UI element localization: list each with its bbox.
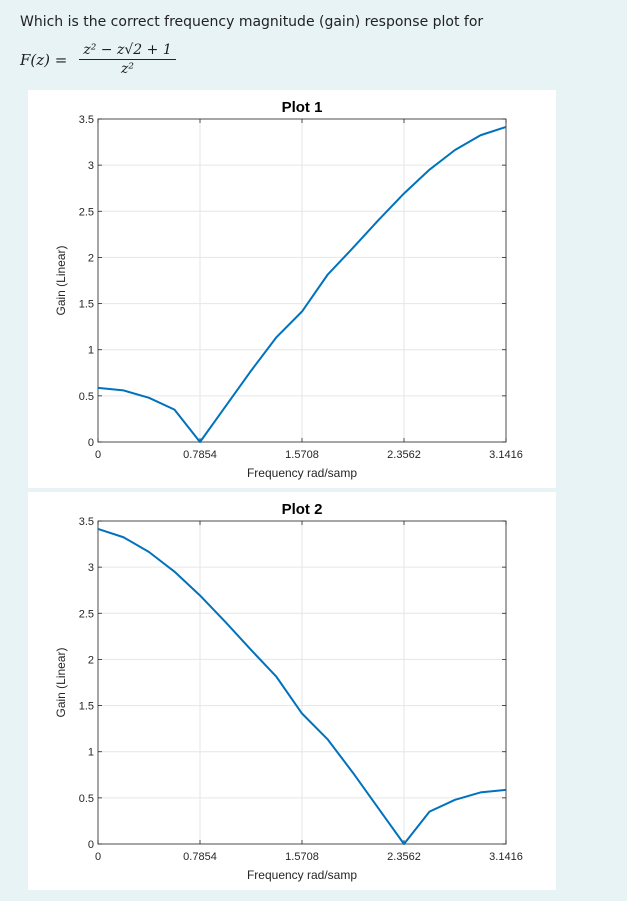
y-tick-label: 1	[88, 345, 94, 357]
plot-2-card: 0 0.7854 1.5708 2.3562 3.1416 0 0.5 1 1.5 2 2.5 3 3.…	[28, 492, 556, 890]
x-tick-label: 1.5708	[285, 851, 319, 863]
grid-lines	[97, 520, 507, 845]
gain-response-line	[97, 125, 507, 443]
formula-denominator: z²	[121, 61, 135, 77]
y-tick-label: 1	[88, 747, 94, 759]
y-axis-label: Gain (Linear)	[54, 245, 68, 315]
x-tick-label: 2.3562	[387, 449, 421, 461]
x-tick-label: 0	[95, 449, 101, 461]
plot-1-chart: 0 0.7854 1.5708 2.3562 3.1416 0 0.5 1 1.5 2 2.5 3 3.…	[54, 99, 523, 480]
x-tick-label: 3.1416	[489, 449, 523, 461]
y-tick-label: 0	[88, 437, 94, 449]
grid-lines	[97, 118, 507, 443]
y-tick-label: 2.5	[79, 206, 94, 218]
x-axis-label: Frequency rad/samp	[247, 466, 357, 480]
x-tick-label: 2.3562	[387, 851, 421, 863]
y-axis-label: Gain (Linear)	[54, 647, 68, 717]
y-tick-label: 2.5	[79, 608, 94, 620]
y-tick-label: 3.5	[79, 114, 94, 126]
x-tick-label: 1.5708	[285, 449, 319, 461]
x-tick-label: 3.1416	[489, 851, 523, 863]
plot-title: Plot 1	[282, 99, 323, 116]
transfer-function-formula: F(z) = z² − z√2 + 1 z²	[20, 42, 176, 77]
y-tick-label: 0.5	[79, 793, 94, 805]
formula-lhs: F(z) =	[20, 50, 68, 69]
plot-2-chart: 0 0.7854 1.5708 2.3562 3.1416 0 0.5 1 1.5 2 2.5 3 3.…	[54, 501, 523, 882]
y-tick-label: 0.5	[79, 391, 94, 403]
formula-fraction: z² − z√2 + 1 z²	[79, 42, 176, 77]
y-tick-label: 2	[88, 252, 94, 264]
x-tick-label: 0	[95, 851, 101, 863]
question-text: Which is the correct frequency magnitude…	[20, 14, 484, 30]
x-tick-label: 0.7854	[183, 449, 217, 461]
y-tick-label: 3	[88, 160, 94, 172]
y-tick-label: 1.5	[79, 701, 94, 713]
y-tick-label: 0	[88, 839, 94, 851]
formula-numerator: z² − z√2 + 1	[79, 42, 176, 60]
y-tick-label: 3.5	[79, 516, 94, 528]
x-tick-label: 0.7854	[183, 851, 217, 863]
plot-1-card: 0 0.7854 1.5708 2.3562 3.1416 0 0.5 1 1.5 2 2.5 3 3.…	[28, 90, 556, 488]
y-tick-label: 1.5	[79, 299, 94, 311]
plot-title: Plot 2	[282, 501, 323, 518]
gain-response-line	[97, 527, 507, 845]
x-axis-label: Frequency rad/samp	[247, 868, 357, 882]
y-tick-label: 2	[88, 654, 94, 666]
y-tick-label: 3	[88, 562, 94, 574]
